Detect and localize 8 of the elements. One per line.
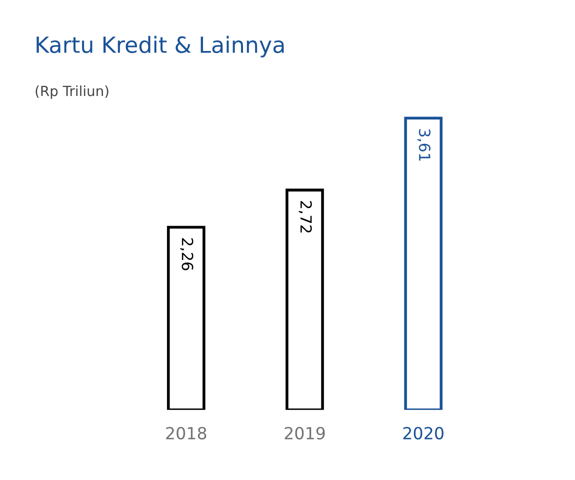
x-tick-label: 2020 [403, 426, 444, 440]
data-label: 2,26 [180, 238, 194, 270]
data-label: 2,72 [298, 201, 312, 232]
chart-title: Kartu Kredit & Lainnya [36, 36, 284, 58]
data-label: 3,61 [417, 129, 430, 161]
x-tick-label: 2018 [166, 426, 206, 440]
x-tick-label: 2019 [284, 426, 325, 440]
chart-subtitle: (Rp Triliun) [36, 85, 108, 99]
